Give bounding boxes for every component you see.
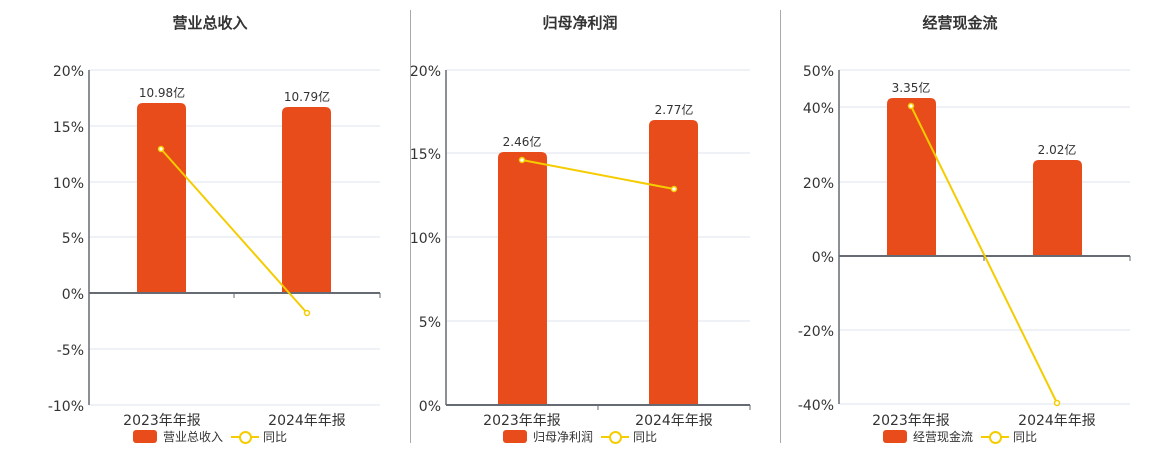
chart-title-operating-cashflow: 经营现金流 — [922, 14, 998, 32]
svg-text:0%: 0% — [62, 287, 84, 303]
x-label-2024: 2024年年报 — [1018, 413, 1096, 429]
y-axis-ticks: 20% 15% 10% 5% 0% -5% -10% — [48, 64, 84, 415]
yoy-point-2023[interactable] — [907, 102, 915, 110]
panel-divider — [410, 10, 411, 443]
svg-text:50%: 50% — [803, 64, 834, 80]
svg-text:-10%: -10% — [48, 399, 84, 415]
svg-text:15%: 15% — [53, 120, 84, 136]
yoy-point-2023[interactable] — [518, 156, 526, 164]
legend-bar-swatch[interactable] — [883, 430, 907, 443]
bar-label-2024: 2.02亿 — [1038, 142, 1077, 157]
legend-bar-label[interactable]: 经营现金流 — [913, 430, 974, 444]
chart-title-net-profit: 归母净利润 — [542, 14, 618, 32]
svg-text:20%: 20% — [410, 64, 441, 80]
bar-2024[interactable] — [649, 120, 698, 405]
legend-revenue: 营业总收入 同比 — [133, 428, 287, 445]
bar-2023[interactable] — [887, 98, 936, 256]
svg-text:-40%: -40% — [798, 398, 834, 414]
x-label-2024: 2024年年报 — [268, 413, 346, 429]
legend-bar-label[interactable]: 归母净利润 — [533, 430, 594, 444]
bar-2024[interactable] — [1033, 160, 1082, 256]
yoy-point-2024[interactable] — [303, 309, 311, 317]
bar-2024[interactable] — [282, 107, 331, 293]
x-label-2023: 2023年年报 — [483, 413, 561, 429]
grid-lines — [839, 69, 1130, 405]
legend-bar-swatch[interactable] — [503, 430, 527, 443]
legend-net-profit: 归母净利润 同比 — [503, 428, 657, 445]
bar-label-2023: 2.46亿 — [503, 134, 542, 149]
bar-label-2023: 3.35亿 — [892, 80, 931, 95]
x-label-2023: 2023年年报 — [872, 413, 950, 429]
panel-divider — [780, 10, 781, 443]
bar-label-2024: 2.77亿 — [655, 102, 694, 117]
svg-text:-20%: -20% — [798, 324, 834, 340]
yoy-line — [521, 159, 675, 190]
y-axis-ticks: 20% 15% 10% 5% 0% — [410, 64, 441, 415]
legend-line-label[interactable]: 同比 — [633, 430, 658, 444]
svg-text:-5%: -5% — [57, 343, 84, 359]
svg-text:5%: 5% — [419, 315, 441, 331]
yoy-point-2024[interactable] — [670, 185, 678, 193]
svg-text:0%: 0% — [812, 250, 834, 266]
grid-lines — [446, 69, 750, 322]
y-axis-ticks: 50% 40% 20% 0% -20% -40% — [798, 64, 834, 414]
svg-text:15%: 15% — [410, 147, 441, 163]
svg-text:20%: 20% — [53, 64, 84, 80]
legend-line-label[interactable]: 同比 — [263, 430, 288, 444]
grid-lines — [89, 69, 380, 406]
svg-text:20%: 20% — [803, 176, 834, 192]
legend-line-icon[interactable] — [981, 430, 1010, 444]
legend-bar-label[interactable]: 营业总收入 — [163, 430, 224, 444]
x-label-2024: 2024年年报 — [635, 413, 713, 429]
svg-text:10%: 10% — [410, 231, 441, 247]
yoy-line — [160, 148, 308, 314]
bar-2023[interactable] — [498, 152, 547, 405]
yoy-point-2024[interactable] — [1053, 399, 1061, 407]
svg-text:10%: 10% — [53, 176, 84, 192]
svg-text:5%: 5% — [62, 231, 84, 247]
yoy-point-2023[interactable] — [157, 145, 165, 153]
bar-label-2023: 10.98亿 — [139, 85, 185, 100]
chart-title-revenue: 营业总收入 — [172, 14, 248, 32]
legend-line-label[interactable]: 同比 — [1013, 430, 1038, 444]
legend-operating-cashflow: 经营现金流 同比 — [883, 428, 1037, 445]
yoy-line — [910, 105, 1058, 404]
legend-bar-swatch[interactable] — [133, 430, 157, 443]
svg-text:40%: 40% — [803, 101, 834, 117]
svg-text:0%: 0% — [419, 399, 441, 415]
legend-line-icon[interactable] — [231, 430, 260, 444]
bar-2023[interactable] — [137, 103, 186, 293]
legend-line-icon[interactable] — [601, 430, 630, 444]
x-label-2023: 2023年年报 — [123, 413, 201, 429]
bar-label-2024: 10.79亿 — [284, 89, 330, 104]
